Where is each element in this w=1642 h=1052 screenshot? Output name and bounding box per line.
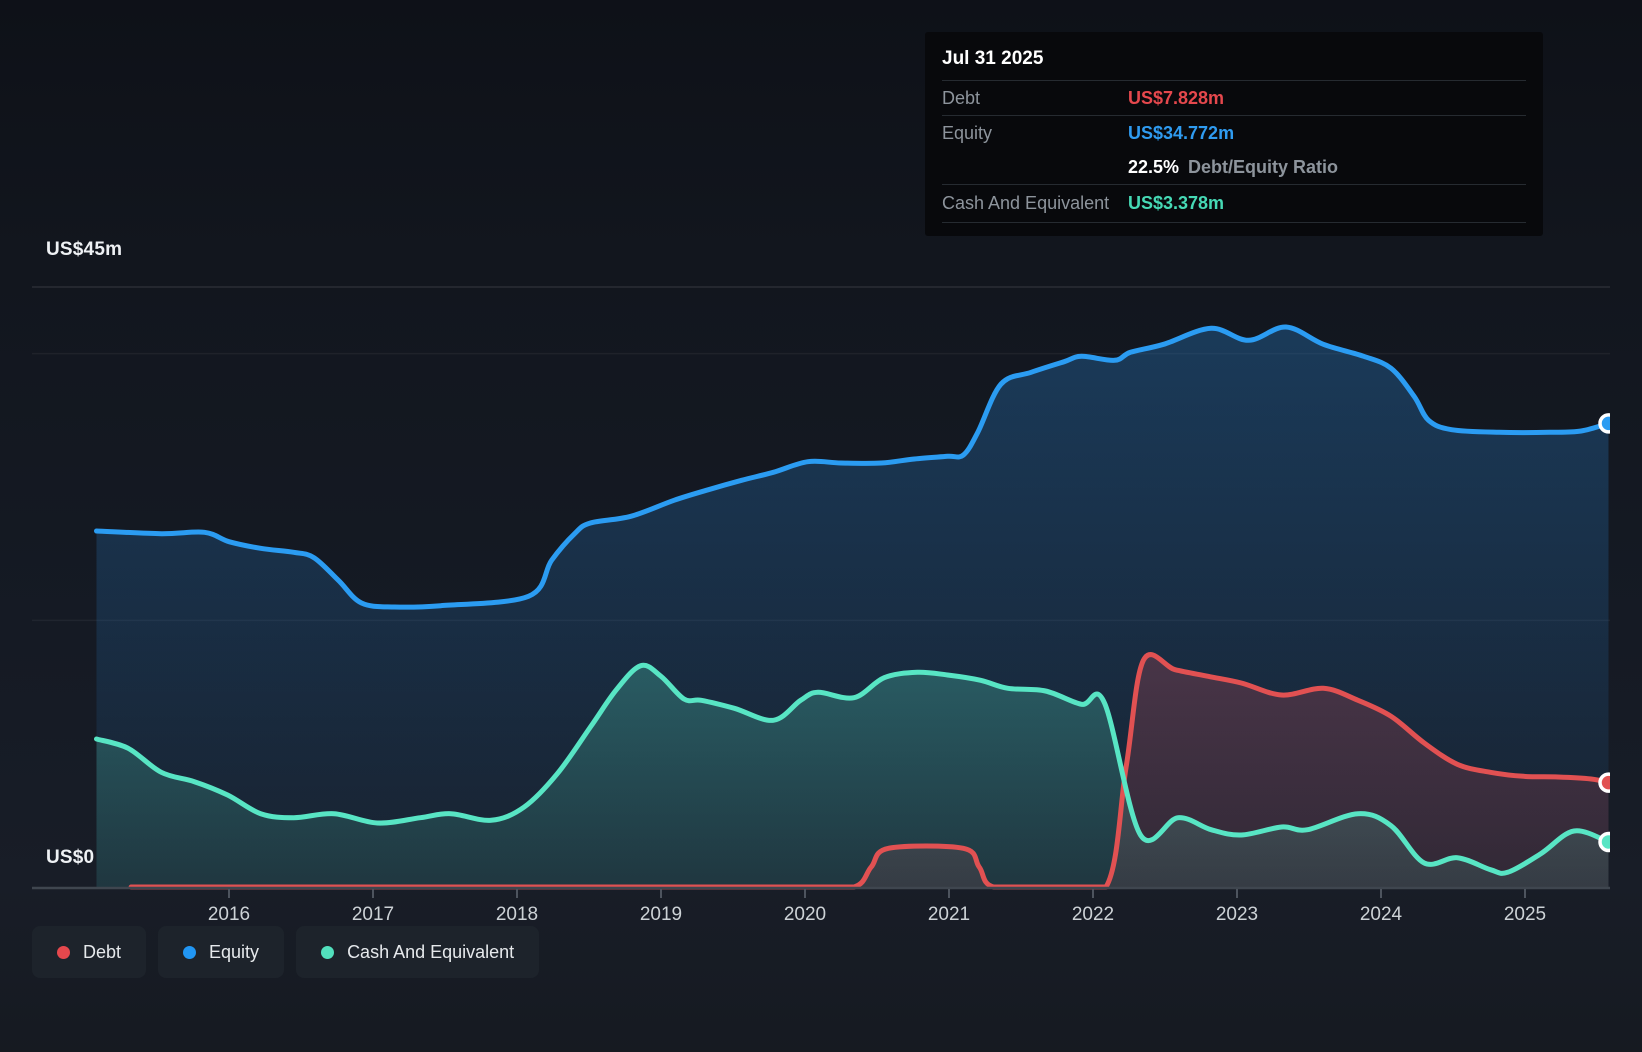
cash-dot-icon — [321, 945, 335, 959]
tooltip-cash-label: Cash And Equivalent — [942, 193, 1110, 213]
x-axis-year-label: 2021 — [928, 904, 970, 925]
tooltip-row-ratio: 22.5% Debt/Equity Ratio — [942, 150, 1526, 185]
equity-line — [94, 324, 1610, 610]
legend-equity-label: Equity — [209, 941, 260, 962]
debt-area-fill — [131, 654, 1609, 887]
cash-endpoint-dot — [1598, 831, 1610, 853]
x-axis-year-label: 2023 — [1216, 904, 1258, 925]
legend-cash-label: Cash And Equivalent — [347, 941, 515, 962]
legend-item-cash[interactable]: Cash And Equivalent — [296, 926, 540, 978]
tooltip-debt-label: Debt — [942, 87, 981, 108]
x-axis-year-label: 2017 — [352, 904, 394, 925]
tooltip-equity-value: US$34.772m — [1128, 122, 1235, 143]
tooltip-equity-label: Equity — [942, 122, 993, 143]
x-axis-year-label: 2025 — [1504, 904, 1546, 925]
tooltip-date: Jul 31 2025 — [942, 32, 1526, 81]
tooltip-row-equity: Equity US$34.772m — [942, 116, 1526, 150]
tooltip-ratio-value: 22.5% — [1128, 156, 1180, 177]
cash-line — [94, 662, 1610, 876]
tooltip-row-debt: Debt US$7.828m — [942, 81, 1526, 116]
equity-endpoint-dot — [1598, 413, 1610, 434]
y-axis-label-top: US$45m — [46, 239, 123, 260]
x-axis-year-label: 2022 — [1072, 904, 1114, 925]
legend: Debt Equity Cash And Equivalent — [32, 926, 540, 978]
tooltip-cash-value: US$3.378m — [1128, 193, 1225, 213]
cash-area-fill — [96, 665, 1609, 887]
legend-debt-label: Debt — [83, 941, 122, 962]
plot-area — [94, 324, 1610, 890]
tooltip-panel: Jul 31 2025 Debt US$7.828m Equity US$34.… — [925, 32, 1543, 236]
x-axis-year-label: 2024 — [1360, 904, 1403, 925]
debt-endpoint-dot — [1598, 772, 1610, 793]
tooltip-debt-value: US$7.828m — [1128, 87, 1225, 108]
y-axis-label-zero: US$0 — [46, 847, 95, 868]
x-axis-year-label: 2016 — [208, 904, 250, 925]
equity-dot-icon — [183, 945, 197, 959]
tooltip-ratio-label: Debt/Equity Ratio — [1188, 156, 1339, 177]
tooltip-row-cash: Cash And Equivalent US$3.378m — [942, 185, 1526, 223]
legend-item-equity[interactable]: Equity — [158, 926, 285, 978]
x-axis-year-label: 2018 — [496, 904, 538, 925]
x-axis-year-label: 2019 — [640, 904, 682, 925]
x-axis-year-label: 2020 — [784, 904, 826, 925]
legend-item-debt[interactable]: Debt — [32, 926, 147, 978]
debt-dot-icon — [57, 945, 70, 959]
tooltip-ratio: 22.5% Debt/Equity Ratio — [1128, 157, 1526, 178]
